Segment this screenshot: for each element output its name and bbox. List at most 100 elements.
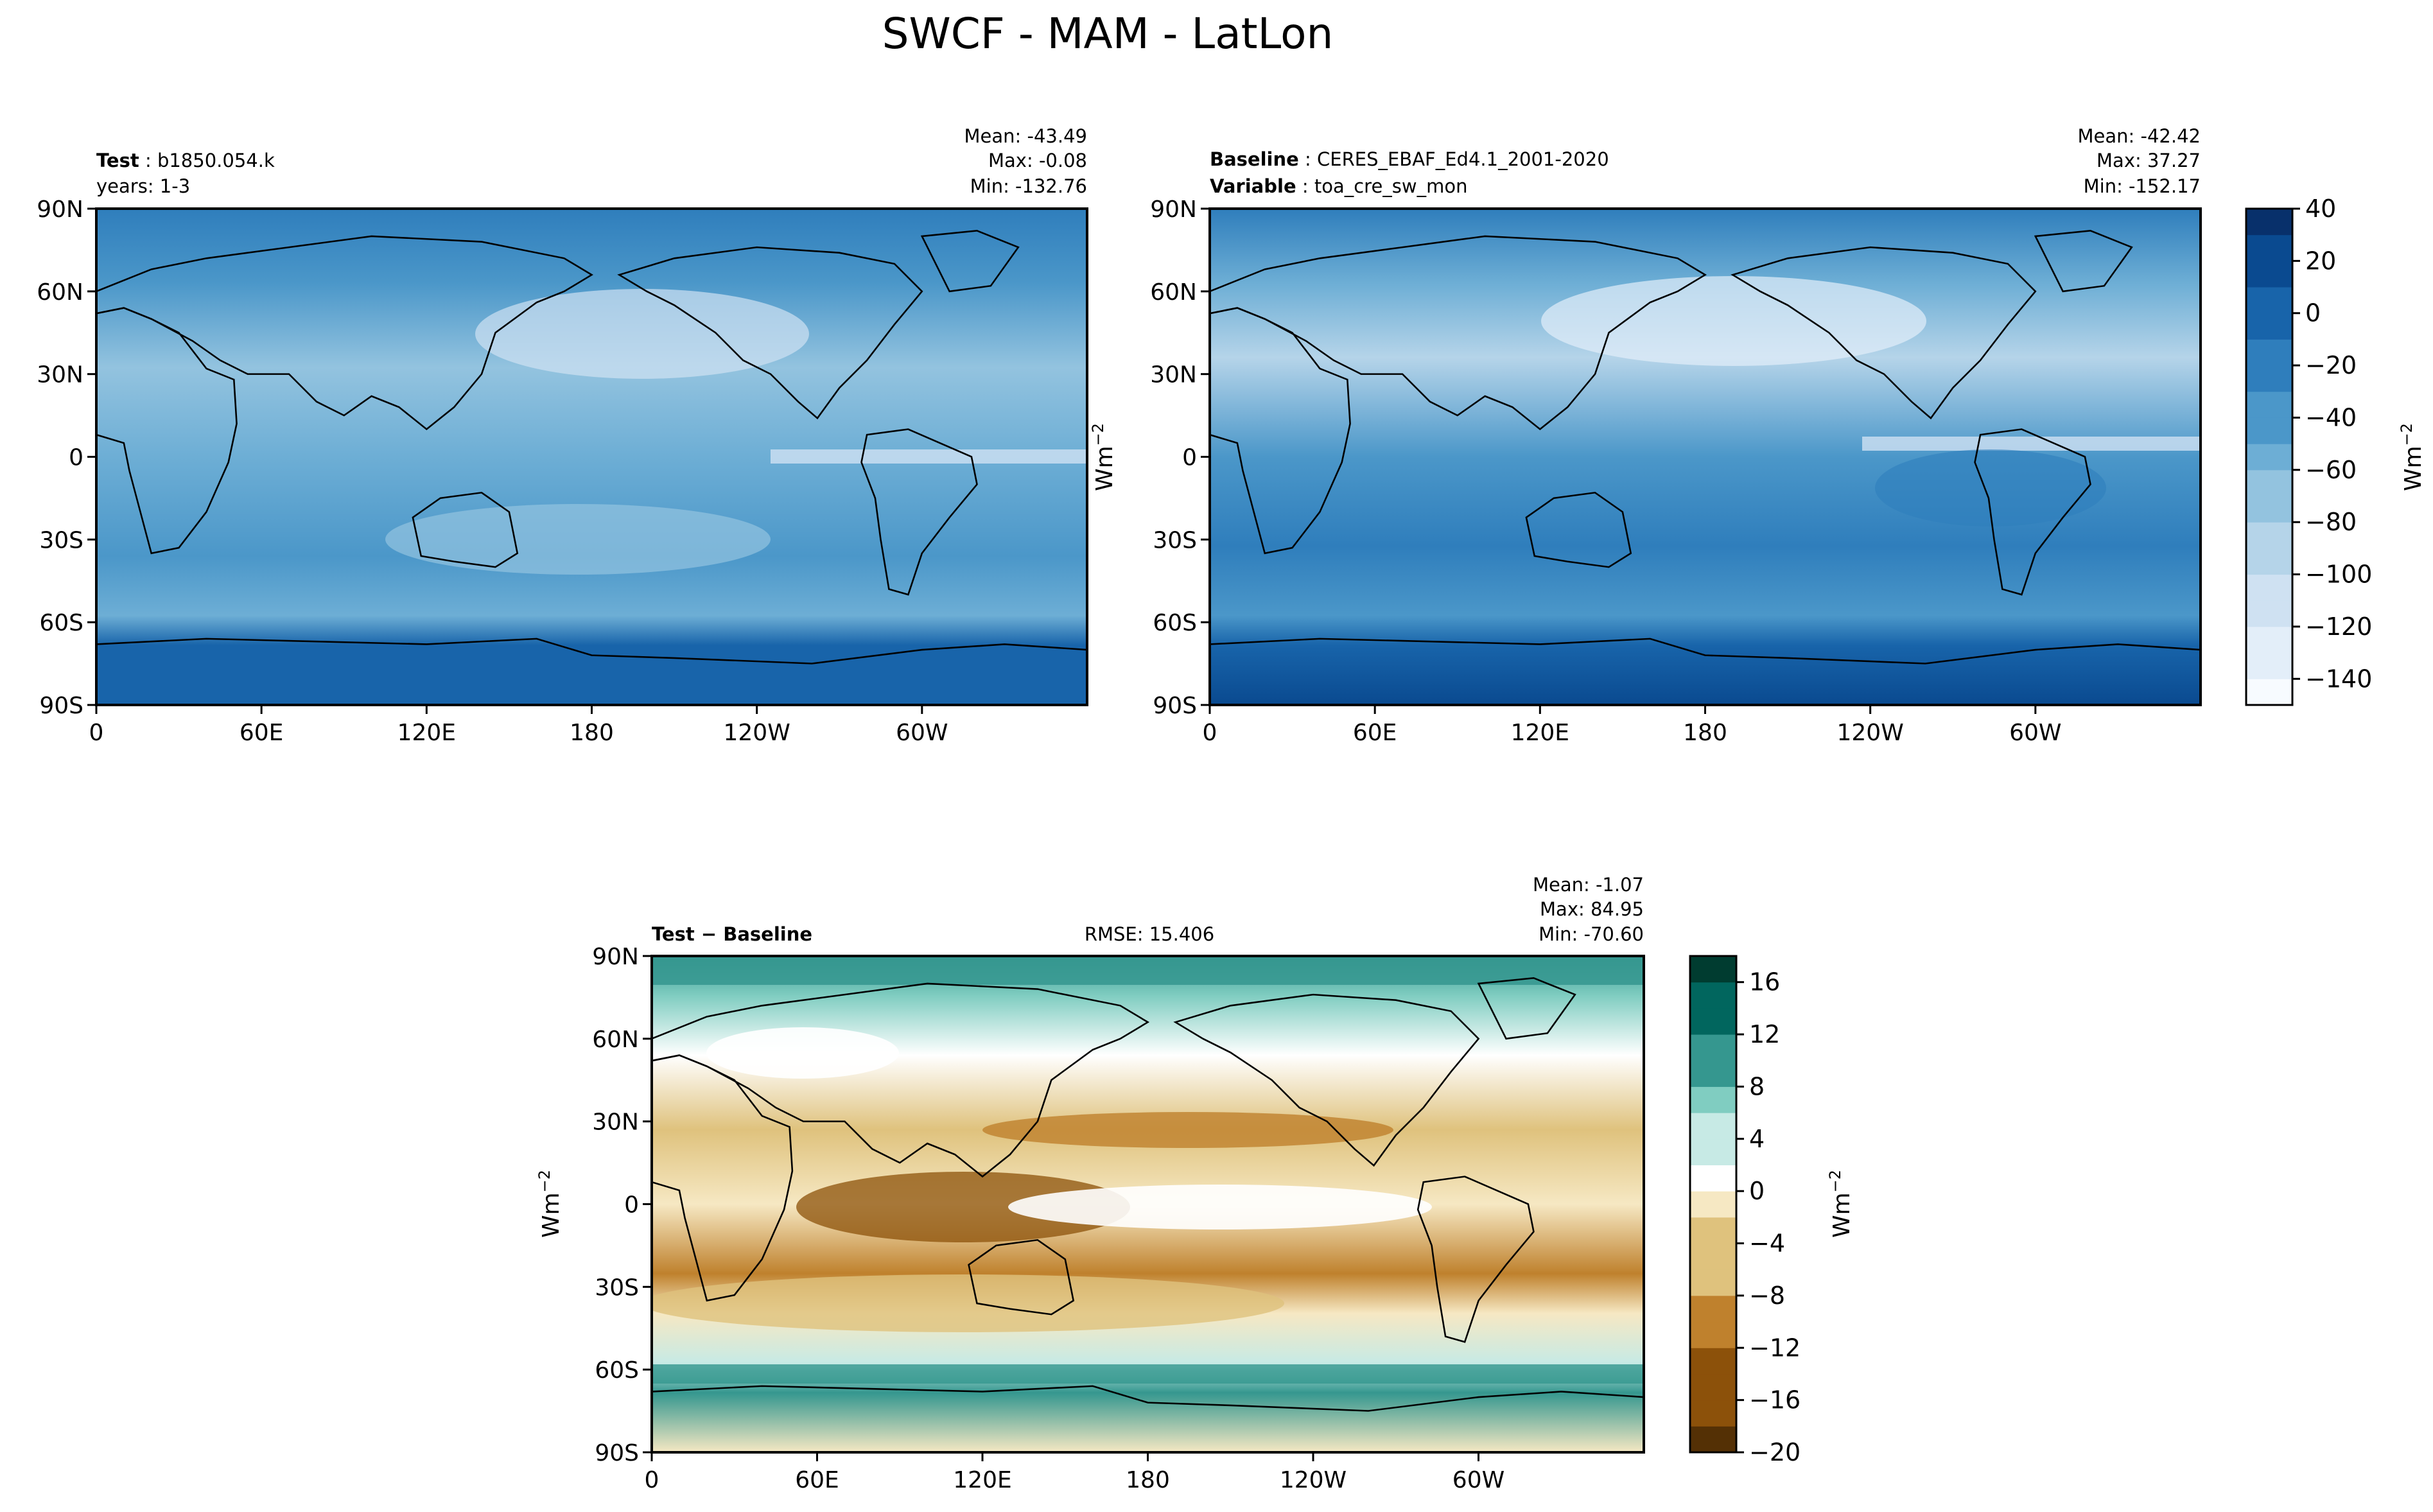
- diff-colorbar-band: [1690, 1348, 1736, 1375]
- test-stat-max: Max: -0.08: [988, 150, 1087, 171]
- test-ytick-label: 60S: [39, 610, 83, 636]
- diff-warm-pool-deficit: [796, 1172, 1130, 1242]
- test-itcz-band: [771, 449, 1087, 464]
- main-colorbar-band: [2246, 444, 2292, 471]
- diff-colorbar-band: [1690, 1138, 1736, 1165]
- main-colorbar-tick-label: −80: [2305, 508, 2357, 536]
- main-colorbar-band: [2246, 679, 2292, 706]
- test-subtropic-low-cloud-sh: [385, 504, 771, 575]
- diff-stat-min: Min: -70.60: [1539, 923, 1644, 945]
- baseline-xtick-label: 120E: [1511, 720, 1569, 746]
- baseline-ticks: 0 60E 120E 180 120W 60W 90N 60N 30N 0 30S 60S 90S: [1150, 196, 2061, 746]
- baseline-ytick-label: 30N: [1150, 362, 1197, 388]
- diff-colorbar-band: [1690, 1217, 1736, 1244]
- diff-colorbar-band: [1690, 1008, 1736, 1035]
- diff-xtick-label: 0: [645, 1467, 659, 1493]
- test-stat-min: Min: -132.76: [970, 175, 1087, 197]
- test-subtropic-low-cloud: [475, 289, 809, 379]
- main-colorbar-label: Wm−2: [2398, 423, 2427, 491]
- test-ytick-label: 30S: [39, 527, 83, 553]
- test-xtick-label: 120W: [724, 720, 790, 746]
- main-colorbar-tick-label: −100: [2305, 560, 2372, 589]
- test-ytick-label: 90S: [39, 693, 83, 719]
- main-colorbar-tick-label: −60: [2305, 456, 2357, 484]
- diff-panel: Test − Baseline RMSE: 15.406 Mean: -1.07…: [536, 874, 1645, 1493]
- diff-colorbar-label: Wm−2: [1826, 1170, 1855, 1238]
- diff-colorbar-tick-label: 0: [1749, 1177, 1765, 1205]
- main-colorbar-tick-label: −40: [2305, 403, 2357, 431]
- diff-colorbar: 16 12 8 4 0 −4 −8 −12 −16 −20: [1689, 955, 1801, 1466]
- baseline-ytick-label: 0: [1182, 445, 1197, 471]
- side-unit-label: Wm−2: [1089, 423, 1118, 491]
- main-colorbar-band: [2246, 209, 2292, 236]
- diff-rmse: RMSE: 15.406: [1085, 923, 1214, 945]
- diff-xtick-label: 180: [1126, 1467, 1170, 1493]
- baseline-variable-bold: Variable: [1210, 175, 1296, 197]
- diff-colorbar-band: [1690, 1426, 1736, 1453]
- main-colorbar-band: [2246, 469, 2292, 497]
- diff-colorbar-band: [1690, 1165, 1736, 1192]
- diff-ytick-label: 0: [624, 1192, 639, 1219]
- main-colorbar-band: [2246, 365, 2292, 392]
- main-colorbar-tick-label: −140: [2305, 665, 2372, 693]
- diff-colorbar-band: [1690, 982, 1736, 1009]
- baseline-variable-value: toa_cre_sw_mon: [1314, 175, 1468, 197]
- test-ytick-label: 30N: [37, 362, 83, 388]
- diff-colorbar-tick-label: −4: [1749, 1230, 1785, 1258]
- diff-ytick-label: 60N: [592, 1027, 639, 1053]
- main-colorbar: 40 20 0 −20 −40 −60 −80 −100 −120 −140: [2245, 195, 2372, 706]
- diff-colorbar-band: [1690, 1113, 1736, 1140]
- main-colorbar-tick-label: 0: [2305, 299, 2321, 327]
- baseline-xtick-label: 0: [1203, 720, 1217, 746]
- svg-text:Test : b1850.054.k: Test : b1850.054.k: [96, 150, 275, 171]
- test-xtick-label: 60E: [240, 720, 284, 746]
- diff-colorbar-tick-label: −16: [1749, 1386, 1801, 1414]
- test-stat-mean: Mean: -43.49: [964, 125, 1088, 147]
- svg-text:Variable : toa_cre_sw_mon: Variable : toa_cre_sw_mon: [1210, 175, 1467, 197]
- diff-colorbar-tick-label: −8: [1749, 1282, 1785, 1310]
- diff-colorbar-tick-label: 12: [1749, 1020, 1780, 1048]
- diff-southern-ocean-surplus: [652, 1364, 1644, 1384]
- main-colorbar-band: [2246, 261, 2292, 288]
- main-colorbar-tick-label: −120: [2305, 613, 2372, 641]
- baseline-ytick-label: 30S: [1153, 527, 1197, 553]
- diff-ytick-label: 90N: [592, 944, 639, 970]
- main-colorbar-band: [2246, 548, 2292, 575]
- diff-nh-subtropic-deficit: [982, 1112, 1393, 1148]
- main-colorbar-band: [2246, 496, 2292, 523]
- diff-ticks: 0 60E 120E 180 120W 60W 90N 60N 30N 0 30S 60S 90S: [592, 944, 1504, 1493]
- diff-sh-storm-deficit: [652, 1274, 1284, 1332]
- baseline-itcz-band: [1862, 437, 2201, 451]
- diff-xtick-label: 60E: [795, 1467, 839, 1493]
- main-colorbar-frame: [2245, 207, 2294, 706]
- baseline-label-value: CERES_EBAF_Ed4.1_2001-2020: [1317, 148, 1609, 170]
- baseline-stat-max: Max: 37.27: [2097, 150, 2201, 171]
- figure-title: SWCF - MAM - LatLon: [882, 9, 1334, 58]
- baseline-ytick-label: 90S: [1153, 693, 1197, 719]
- baseline-southern-stratus: [1875, 449, 2106, 526]
- baseline-stat-mean: Mean: -42.42: [2078, 125, 2201, 147]
- test-ytick-label: 90N: [37, 196, 83, 223]
- diff-colorbar-tick-label: −20: [1749, 1438, 1801, 1466]
- diff-label-bold: Test − Baseline: [652, 923, 812, 945]
- baseline-ytick-label: 60N: [1150, 279, 1197, 306]
- baseline-panel: Baseline : CERES_EBAF_Ed4.1_2001-2020 Va…: [1089, 125, 2202, 746]
- diff-colorbar-tick-label: 4: [1749, 1125, 1765, 1153]
- test-label-value: b1850.054.k: [157, 150, 275, 171]
- diff-colorbar-tick-label: 16: [1749, 968, 1780, 996]
- diff-colorbar-band: [1690, 1060, 1736, 1087]
- diff-colorbar-band: [1690, 1373, 1736, 1401]
- diff-colorbar-band: [1690, 1400, 1736, 1427]
- test-ytick-label: 0: [69, 445, 83, 471]
- test-xtick-label: 120E: [397, 720, 456, 746]
- main-colorbar-band: [2246, 574, 2292, 601]
- baseline-xtick-label: 60E: [1353, 720, 1397, 746]
- diff-eurasia-white: [706, 1027, 899, 1079]
- diff-equatorial-white: [1008, 1185, 1432, 1230]
- main-colorbar-band: [2246, 600, 2292, 627]
- baseline-stat-min: Min: -152.17: [2084, 175, 2201, 197]
- main-colorbar-band: [2246, 339, 2292, 366]
- diff-colorbar-band: [1690, 1034, 1736, 1061]
- test-ytick-label: 60N: [37, 279, 83, 306]
